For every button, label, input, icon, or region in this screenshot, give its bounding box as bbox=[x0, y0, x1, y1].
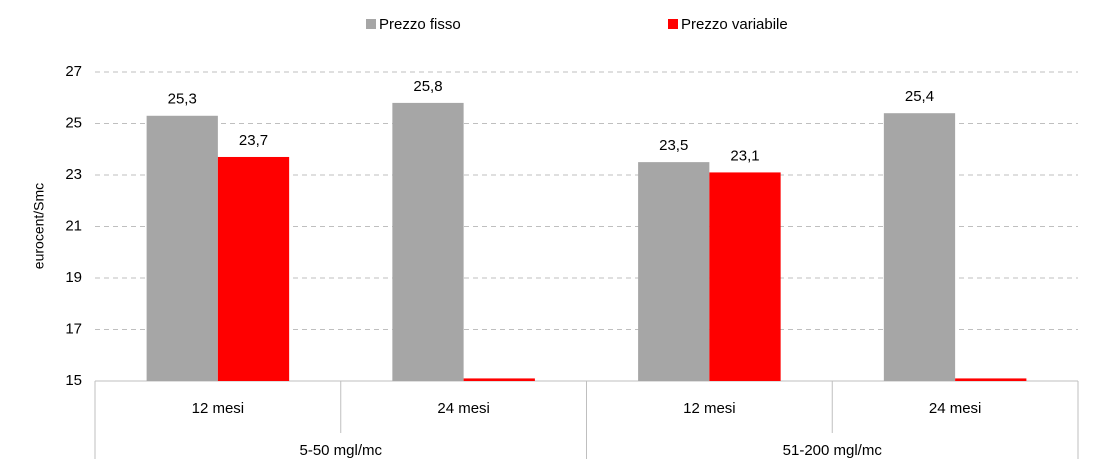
data-label: 25,4 bbox=[905, 88, 934, 105]
bar bbox=[709, 172, 781, 381]
data-label: 23,1 bbox=[730, 147, 759, 164]
y-tick-label: 27 bbox=[65, 63, 82, 80]
y-tick-label: 23 bbox=[65, 166, 82, 183]
y-tick-label: 19 bbox=[65, 269, 82, 286]
data-label: 23,7 bbox=[239, 132, 268, 149]
legend-swatch bbox=[668, 19, 678, 29]
legend-label: Prezzo variabile bbox=[681, 16, 788, 33]
group-label: 5-50 mgl/mc bbox=[299, 442, 382, 459]
bar bbox=[463, 378, 535, 381]
bar bbox=[217, 156, 290, 381]
y-tick-label: 21 bbox=[65, 217, 82, 234]
x-tick-label: 24 mesi bbox=[929, 400, 982, 417]
data-label: 23,5 bbox=[659, 137, 688, 154]
bar bbox=[883, 113, 956, 381]
x-tick-label: 24 mesi bbox=[437, 400, 490, 417]
legend-label: Prezzo fisso bbox=[379, 16, 461, 33]
x-tick-label: 12 mesi bbox=[192, 400, 245, 417]
data-label: 25,8 bbox=[413, 78, 442, 95]
y-axis-label: eurocent/Smc bbox=[31, 183, 47, 269]
bar bbox=[392, 102, 464, 382]
legend-swatch bbox=[366, 19, 376, 29]
data-label: 25,3 bbox=[168, 91, 197, 108]
y-tick-label: 15 bbox=[65, 372, 82, 389]
bar bbox=[638, 162, 710, 381]
bar bbox=[146, 115, 218, 382]
y-tick-label: 17 bbox=[65, 320, 82, 337]
bar bbox=[955, 378, 1027, 381]
y-tick-label: 25 bbox=[65, 114, 82, 131]
x-tick-label: 12 mesi bbox=[683, 400, 736, 417]
group-label: 51-200 mgl/mc bbox=[783, 442, 883, 459]
